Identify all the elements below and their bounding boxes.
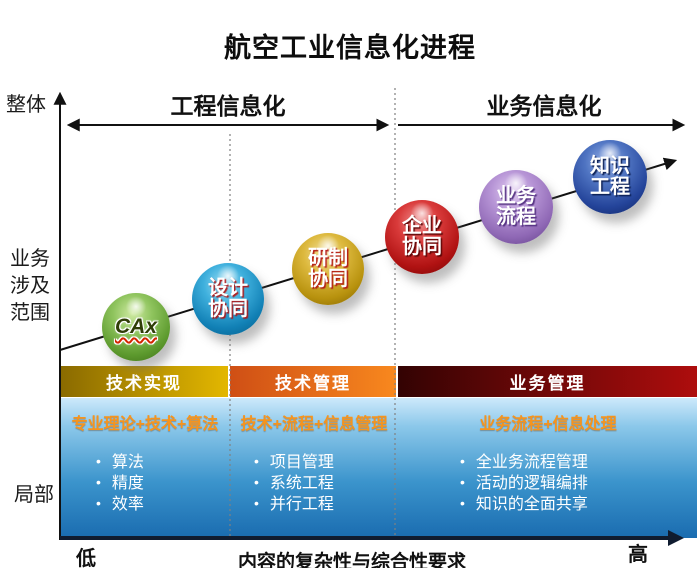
list-item: 知识的全面共享 bbox=[460, 494, 697, 515]
sphere-enterprise-collaboration: 企业 协同 bbox=[385, 200, 459, 274]
y-axis-mid-label-line3: 范围 bbox=[10, 302, 50, 324]
panel-2-header: 技术+流程+信息管理 bbox=[240, 416, 388, 433]
sphere-business-process: 业务 流程 bbox=[479, 170, 553, 244]
panel-technology-implementation: 专业理论+技术+算法 算法 精度 效率 bbox=[62, 398, 228, 515]
panel-technology-management: 技术+流程+信息管理 项目管理 系统工程 并行工程 bbox=[232, 398, 396, 515]
sphere-label-line: 业务 bbox=[496, 185, 536, 207]
sphere-design-collaboration: 设计 协同 bbox=[192, 263, 264, 335]
y-axis-mid-label-line2: 涉及 bbox=[10, 275, 50, 297]
sphere-label-line: 工程 bbox=[590, 176, 630, 198]
y-axis-top-label: 整体 bbox=[6, 94, 46, 116]
band-technology-management: 技术管理 bbox=[230, 366, 396, 397]
sphere-label-line: 知识 bbox=[590, 155, 630, 177]
list-item: 精度 bbox=[96, 473, 228, 494]
section-label-engineering-informatization: 工程信息化 bbox=[170, 93, 286, 119]
sphere-cax: CAx bbox=[102, 293, 170, 361]
panel-2-bullet-list: 项目管理 系统工程 并行工程 bbox=[232, 452, 396, 515]
list-item: 全业务流程管理 bbox=[460, 452, 697, 473]
panel-1-bullet-list: 算法 精度 效率 bbox=[62, 452, 228, 515]
list-item: 系统工程 bbox=[254, 473, 396, 494]
x-axis-low-label: 低 bbox=[76, 548, 96, 568]
panel-3-bullet-list: 全业务流程管理 活动的逻辑编排 知识的全面共享 bbox=[399, 452, 697, 515]
sphere-label-line: 设计 bbox=[208, 277, 248, 299]
panel-business-management: 业务流程+信息处理 全业务流程管理 活动的逻辑编排 知识的全面共享 bbox=[399, 398, 697, 515]
sphere-label-line: 协同 bbox=[308, 268, 348, 290]
list-item: 活动的逻辑编排 bbox=[460, 473, 697, 494]
sphere-label-line: 企业 bbox=[402, 215, 442, 237]
sphere-cax-label: CAx bbox=[114, 315, 157, 338]
sphere-label-line: 协同 bbox=[208, 298, 248, 320]
band-business-management: 业务管理 bbox=[398, 366, 697, 397]
y-axis-mid-label-line1: 业务 bbox=[10, 248, 50, 270]
sphere-development-collaboration: 研制 协同 bbox=[292, 233, 364, 305]
sphere-knowledge-engineering: 知识 工程 bbox=[573, 140, 647, 214]
list-item: 效率 bbox=[96, 494, 228, 515]
list-item: 并行工程 bbox=[254, 494, 396, 515]
list-item: 算法 bbox=[96, 452, 228, 473]
section-label-business-informatization: 业务信息化 bbox=[486, 93, 602, 119]
x-axis-high-label: 高 bbox=[628, 544, 648, 566]
list-item: 项目管理 bbox=[254, 452, 396, 473]
y-axis-mid-label: 业务 涉及 范围 bbox=[10, 246, 50, 327]
panel-1-header: 专业理论+技术+算法 bbox=[71, 416, 219, 433]
sphere-label-line: 协同 bbox=[402, 236, 442, 258]
panel-3-header: 业务流程+信息处理 bbox=[479, 416, 617, 433]
y-axis-bottom-label: 局部 bbox=[14, 484, 54, 506]
sphere-label-line: 流程 bbox=[496, 206, 536, 228]
sphere-label-line: 研制 bbox=[308, 247, 348, 269]
band-technology-implementation: 技术实现 bbox=[60, 366, 228, 397]
x-axis-title: 内容的复杂性与综合性要求 bbox=[237, 552, 466, 568]
page-title: 航空工业信息化进程 bbox=[224, 33, 476, 63]
